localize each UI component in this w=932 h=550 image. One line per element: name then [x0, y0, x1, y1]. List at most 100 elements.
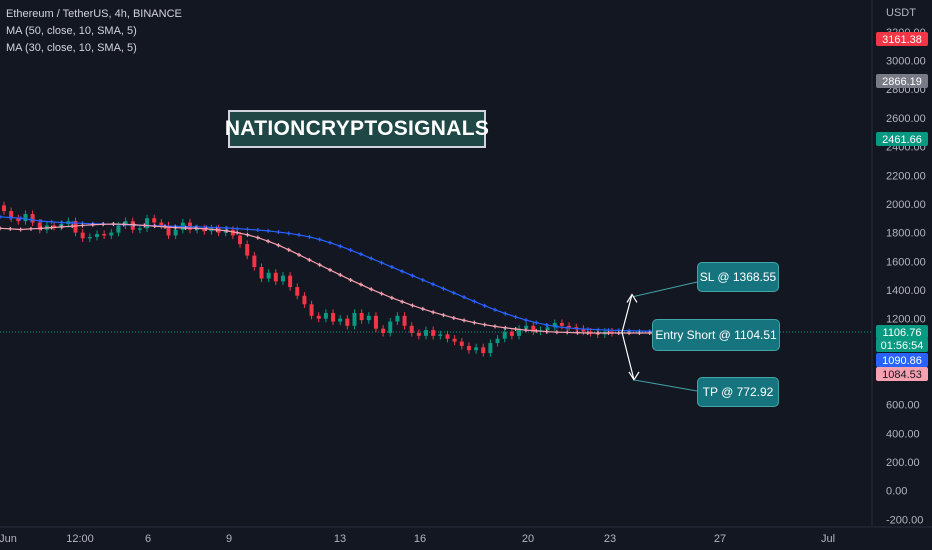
ma-point [348, 277, 353, 282]
ma-point [358, 252, 363, 257]
ma50-legend[interactable]: MA (50, close, 10, SMA, 5) [6, 25, 137, 37]
ma-point [544, 322, 549, 327]
candle-body [488, 343, 493, 354]
ma-point [183, 226, 188, 231]
sl-callout-pointer [633, 281, 698, 297]
ma-point [235, 230, 240, 235]
candle-body [495, 338, 500, 344]
ma-point [493, 307, 497, 312]
ma-point [596, 331, 601, 335]
candle-body [331, 312, 336, 322]
candle-body [273, 272, 278, 282]
candle-body [567, 325, 572, 328]
trade-arrows [621, 281, 698, 392]
x-tick-label: 12:00 [66, 533, 94, 545]
take-profit-arrowhead [628, 371, 640, 382]
candle-body [102, 234, 107, 236]
candle-body [123, 221, 128, 226]
price-badge-label: 01:56:54 [881, 340, 924, 352]
candle-body [259, 267, 264, 279]
price-badge [876, 74, 928, 88]
ma-point [544, 329, 549, 334]
price-badge [876, 338, 928, 352]
candle-body [588, 331, 593, 333]
ma-point [286, 247, 291, 252]
ma-point [80, 223, 85, 228]
x-tick-label: 16 [414, 533, 426, 545]
ma-point [441, 313, 446, 318]
y-tick-label: 400.00 [886, 428, 920, 440]
candle-body [345, 318, 350, 326]
ma-point [338, 244, 343, 249]
ma-point [482, 303, 487, 308]
ma-point [307, 234, 312, 239]
candle-body [524, 325, 529, 329]
candle-body [438, 334, 443, 336]
candle-body [559, 322, 564, 326]
ma-point [28, 217, 33, 222]
y-tick-label: 1800.00 [886, 228, 926, 240]
candle-body [173, 229, 178, 236]
price-badge [876, 367, 928, 381]
candle-body [9, 211, 14, 219]
y-tick-label: 1400.00 [886, 285, 926, 297]
chart-legend: Ethereum / TetherUS, 4h, BINANCE MA (50,… [6, 6, 182, 57]
candle-body [381, 328, 386, 333]
ma-point [585, 327, 590, 332]
ma-point [534, 320, 539, 325]
ma-point [132, 222, 137, 227]
ma-point [400, 299, 405, 304]
ma-point [59, 224, 64, 229]
ma-point [462, 318, 467, 323]
watermark-logo: NATIONCRYPTOSIGNALS [225, 110, 489, 148]
candle-body [452, 338, 457, 342]
ma50-line [0, 216, 661, 333]
price-badge-label: 3161.38 [882, 34, 922, 46]
candle-body [16, 218, 21, 222]
ma-point [627, 331, 632, 335]
currency-label: USDT [886, 7, 916, 19]
candle-body [373, 315, 378, 329]
y-tick-label: 0.00 [886, 486, 907, 498]
x-tick-label: Jul [821, 533, 835, 545]
candle-body [424, 330, 429, 336]
ma-point [0, 214, 2, 219]
ma-point [420, 306, 425, 311]
symbol-title[interactable]: Ethereum / TetherUS, 4h, BINANCE [6, 8, 182, 20]
take-profit-callout[interactable]: TP @ 772.92 [697, 377, 779, 407]
ma-point [255, 228, 260, 233]
ma-point [8, 226, 13, 231]
candle-body [37, 222, 42, 230]
ma-point [204, 226, 209, 231]
stop-loss-callout[interactable]: SL @ 1368.55 [697, 262, 779, 292]
ma-point [101, 222, 106, 227]
x-tick-label: 9 [226, 533, 232, 545]
price-badge-label: 2461.66 [882, 134, 922, 146]
ma-point [513, 326, 518, 331]
ma-point [534, 328, 539, 333]
ma-point [70, 224, 75, 229]
ma-point [317, 237, 322, 242]
ma-point [575, 326, 580, 331]
ma-point [214, 227, 219, 232]
entry-callout[interactable]: Entry Short @ 1104.51 [652, 319, 780, 351]
ma-point [90, 222, 95, 227]
ma-point [647, 331, 652, 335]
ma-point [297, 232, 302, 237]
y-tick-label: 3000.00 [886, 56, 926, 68]
ma30-legend[interactable]: MA (30, close, 10, SMA, 5) [6, 42, 137, 54]
y-tick-label: 2600.00 [886, 113, 926, 125]
ma-point [389, 295, 394, 300]
ma-point [266, 239, 271, 244]
candle-body [252, 255, 257, 268]
ma-point [472, 299, 477, 304]
ma-point [565, 330, 570, 335]
candle-body [531, 325, 536, 332]
ma-point [18, 216, 23, 221]
price-badge-label: 1090.86 [882, 355, 922, 367]
candle-body [230, 229, 235, 236]
ma-point [348, 248, 353, 253]
ma-point [606, 331, 611, 335]
